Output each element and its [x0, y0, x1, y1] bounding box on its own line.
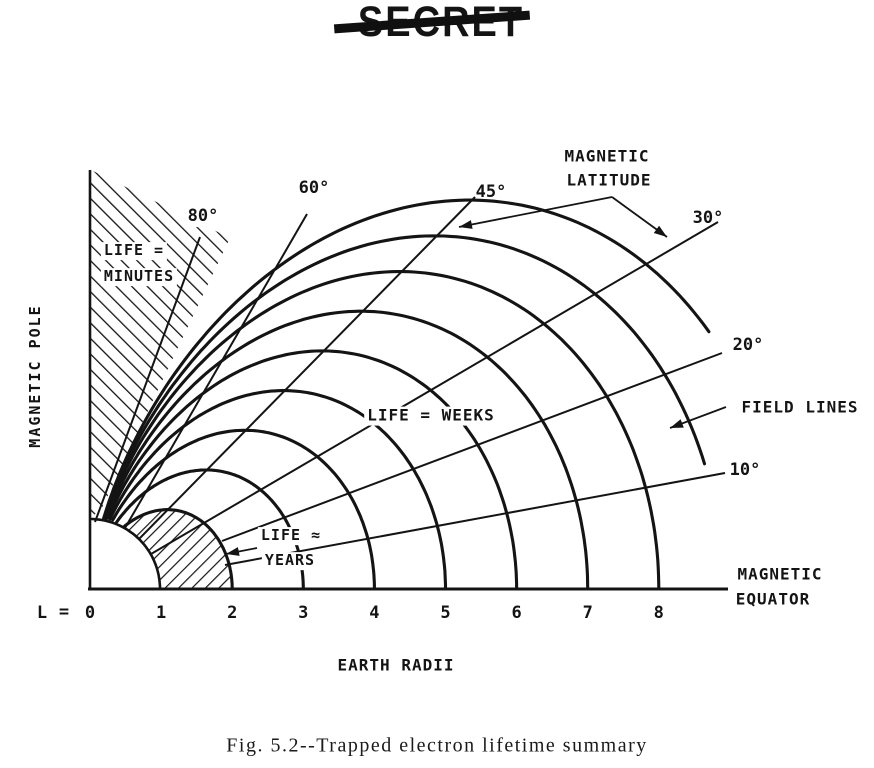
field-line-outer-l8.9 [102, 234, 707, 520]
magnetic-latitude-leader-left-line [458, 196, 613, 228]
latitude-label-30: 30° [692, 208, 724, 229]
l-tick-8: 8 [653, 603, 664, 623]
latitude-label-20: 20° [732, 335, 764, 356]
figure-caption: Fig. 5.2--Trapped electron lifetime summ… [226, 734, 648, 757]
magnetic-latitude-leader-right-arrowhead [653, 225, 667, 237]
magnetic-equator-label-line1: MAGNETIC [737, 564, 823, 584]
life-minutes-label-line2: MINUTES [100, 268, 178, 286]
l-prefix: L [36, 603, 48, 624]
l-tick-6: 6 [511, 603, 522, 623]
l-tick-7: 7 [582, 603, 593, 623]
field-line-l2 [122, 508, 234, 591]
latitude-line-60 [124, 213, 308, 529]
latitude-line-30 [150, 221, 719, 555]
life-years-label-line1: LIFE ≈ [257, 527, 325, 545]
magnetic-latitude-label-line1: MAGNETIC [564, 146, 650, 166]
earth-radii-label: EARTH RADII [334, 656, 458, 676]
life-years-label-line2: YEARS [261, 552, 319, 570]
field-line-l5 [108, 389, 448, 591]
magnetic-equator-label-line2: EQUATOR [735, 589, 811, 609]
life-years-region [122, 509, 233, 589]
field-lines-leader-arrowhead [670, 419, 684, 428]
field-line-l8 [103, 270, 661, 591]
field-line-l7 [104, 309, 590, 591]
life-minutes-label-line1: LIFE = [100, 242, 168, 260]
field-line-l4 [111, 428, 376, 591]
latitude-line-45 [138, 196, 476, 540]
magnetic-latitude-leader-left-arrowhead [459, 220, 473, 229]
l-tick-5: 5 [440, 603, 451, 623]
latitude-line-80 [94, 236, 201, 523]
field-line-outer-l9.8 [101, 198, 711, 522]
magnetic-pole-label: MAGNETIC POLE [26, 304, 45, 448]
life-years-leader-arrowhead [226, 547, 240, 556]
latitude-line-20 [221, 352, 723, 542]
l-tick-4: 4 [369, 603, 380, 623]
latitude-label-10: 10° [729, 460, 761, 481]
latitude-label-80: 80° [184, 207, 222, 227]
l-tick-0: 0 [84, 603, 96, 623]
latitude-line-10 [224, 472, 726, 566]
l-tick-1: 1 [155, 603, 167, 623]
latitude-label-45: 45° [475, 182, 507, 203]
l-tick-2: 2 [227, 603, 238, 623]
equals-sign: = [58, 602, 70, 623]
latitude-label-60: 60° [298, 178, 330, 199]
earth-surface [90, 517, 162, 589]
field-lines-label: FIELD LINES [738, 398, 862, 418]
magnetic-latitude-label-line2: LATITUDE [566, 170, 652, 190]
field-line-l6 [106, 349, 519, 591]
l-tick-3: 3 [298, 603, 309, 623]
life-weeks-label: LIFE = WEEKS [364, 406, 498, 426]
